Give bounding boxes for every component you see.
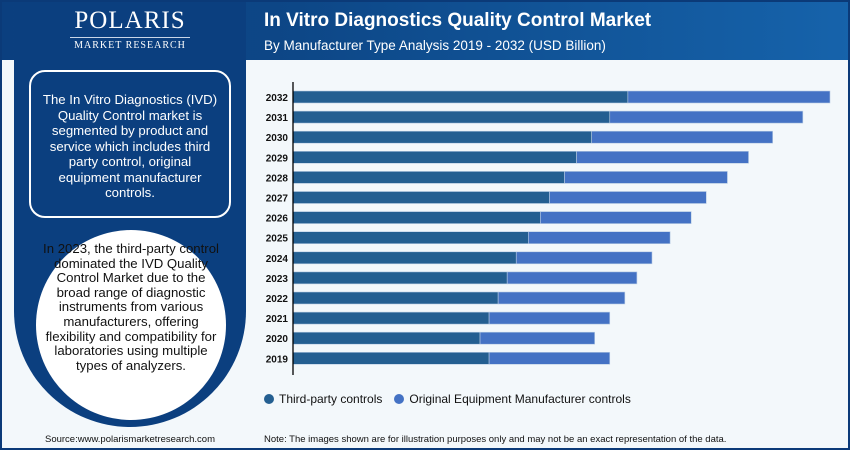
bar-third-party-2029 — [292, 151, 577, 164]
bar-third-party-2032 — [292, 90, 629, 104]
polaris-logo: POLARIS MARKET RESEARCH — [14, 8, 246, 51]
bar-third-party-2031 — [292, 110, 611, 124]
bar-third-party-2021 — [292, 311, 490, 325]
legend-label-third-party: Third-party controls — [279, 392, 383, 406]
bar-third-party-2027 — [292, 191, 550, 204]
legend-swatch-third-party — [264, 394, 274, 404]
bars-group — [292, 90, 831, 365]
logo-divider — [70, 37, 190, 38]
legend-item-third-party: Third-party controls — [264, 392, 382, 406]
y-tick-label-2029: 2029 — [266, 153, 289, 164]
bar-oem-2027 — [549, 191, 707, 204]
bar-third-party-2020 — [292, 331, 481, 345]
highlight-text: In 2023, the third-party control dominat… — [43, 241, 219, 373]
info-text: The In Vitro Diagnostics (IVD) Quality C… — [42, 92, 218, 200]
bar-third-party-2023 — [292, 271, 508, 285]
legend: Third-party controls Original Equipment … — [264, 392, 643, 406]
bar-third-party-2024 — [292, 251, 517, 265]
highlight-circle: In 2023, the third-party control dominat… — [36, 230, 226, 420]
bar-oem-2022 — [497, 291, 626, 305]
bar-oem-2020 — [479, 331, 595, 345]
y-tick-labels: 2019 2020 2021 2022 2023 2024 2025 2026 2027 2028… — [266, 93, 289, 365]
chart-subtitle: By Manufacturer Type Analysis 2019 - 203… — [264, 38, 606, 53]
bar-oem-2024 — [515, 251, 653, 265]
y-tick-label-2028: 2028 — [266, 173, 289, 184]
bar-third-party-2028 — [292, 171, 565, 184]
info-box: The In Vitro Diagnostics (IVD) Quality C… — [29, 70, 231, 218]
bar-oem-2026 — [540, 211, 692, 224]
bar-third-party-2025 — [292, 231, 529, 244]
y-tick-label-2027: 2027 — [266, 194, 289, 205]
y-tick-label-2026: 2026 — [266, 214, 289, 225]
bar-third-party-2019 — [292, 351, 490, 365]
disclaimer-note: Note: The images shown are for illustrat… — [264, 434, 727, 445]
bar-oem-2032 — [627, 90, 831, 104]
bar-oem-2021 — [488, 311, 611, 325]
y-tick-label-2032: 2032 — [266, 93, 289, 104]
logo-subtitle: MARKET RESEARCH — [74, 40, 186, 51]
bar-oem-2029 — [576, 151, 749, 164]
legend-label-oem: Original Equipment Manufacturer controls — [409, 392, 631, 406]
y-tick-label-2030: 2030 — [266, 133, 289, 144]
y-tick-label-2019: 2019 — [266, 354, 289, 365]
logo-brand: POLARIS — [74, 7, 186, 34]
y-tick-label-2025: 2025 — [266, 234, 289, 245]
bar-oem-2025 — [528, 231, 671, 244]
bar-third-party-2026 — [292, 211, 541, 224]
legend-swatch-oem — [394, 394, 405, 404]
bar-third-party-2022 — [292, 291, 499, 305]
y-tick-label-2031: 2031 — [266, 113, 289, 124]
bar-oem-2030 — [591, 130, 773, 144]
bar-oem-2023 — [506, 271, 638, 285]
bar-oem-2028 — [564, 171, 728, 184]
y-tick-label-2023: 2023 — [266, 274, 289, 285]
chart-title: In Vitro Diagnostics Quality Control Mar… — [264, 10, 652, 31]
y-tick-label-2024: 2024 — [266, 254, 289, 265]
bar-oem-2019 — [488, 351, 611, 365]
legend-item-oem: Original Equipment Manufacturer controls — [394, 392, 631, 406]
y-tick-label-2022: 2022 — [266, 294, 289, 305]
source-text: Source:www.polarismarketresearch.com — [44, 434, 215, 445]
bar-third-party-2030 — [292, 130, 592, 144]
y-tick-label-2020: 2020 — [266, 334, 289, 345]
bar-oem-2031 — [609, 110, 804, 124]
y-tick-label-2021: 2021 — [266, 314, 289, 325]
